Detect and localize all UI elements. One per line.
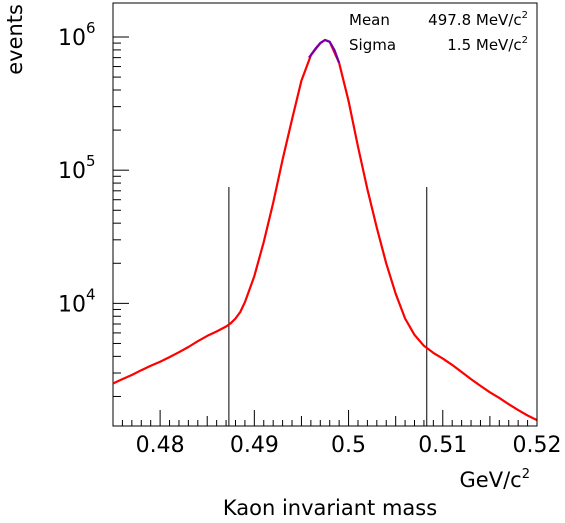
x-tick-label: 0.5 — [331, 433, 366, 458]
series-line-1 — [308, 38, 341, 64]
series-group — [112, 38, 538, 422]
plot-frame — [112, 2, 538, 427]
y-axis-ticks: 104 105 106 — [58, 19, 129, 397]
y-axis-label: events — [3, 4, 27, 75]
stat-sigma-name: Sigma — [349, 36, 396, 54]
stats-box: Mean 497.8 MeV/c2 Sigma 1.5 MeV/c2 — [349, 10, 528, 54]
stat-mean-value: 497.8 MeV/c2 — [428, 10, 528, 29]
y-tick-label: 106 — [58, 19, 96, 51]
chart-subtitle: Kaon invariant mass — [223, 496, 437, 520]
x-tick-label: 0.51 — [418, 433, 467, 458]
x-tick-label: 0.48 — [136, 433, 185, 458]
y-tick-label: 104 — [58, 285, 96, 317]
x-axis-label: GeV/c2 — [460, 467, 530, 492]
x-tick-label: 0.52 — [513, 433, 562, 458]
x-tick-label: 0.49 — [230, 433, 279, 458]
y-tick-label: 105 — [58, 152, 96, 184]
stat-mean-name: Mean — [349, 11, 390, 29]
cut-lines — [228, 187, 428, 426]
x-axis-ticks: 0.48 0.49 0.5 0.51 0.52 — [112, 410, 562, 458]
stat-sigma-value: 1.5 MeV/c2 — [447, 35, 528, 54]
series-line-0 — [112, 38, 538, 422]
